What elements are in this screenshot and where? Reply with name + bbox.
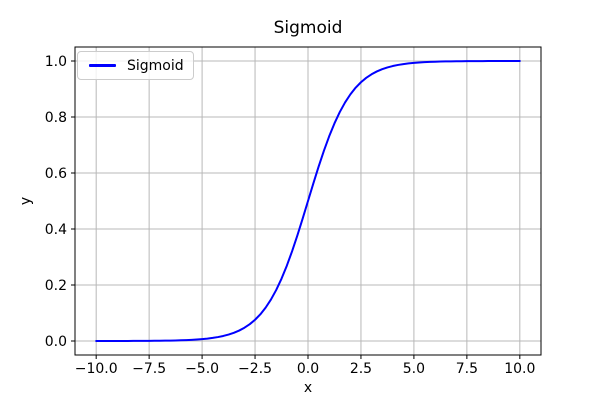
x-tick-label: −10.0	[75, 361, 118, 377]
y-tick-label: 0.4	[45, 222, 67, 238]
y-axis-label: y	[18, 196, 34, 206]
y-tick-label: 0.6	[45, 166, 67, 182]
x-tick-label: 0.0	[297, 361, 319, 377]
y-tick-label: 0.8	[45, 110, 67, 126]
x-tick-label: −5.0	[185, 361, 219, 377]
x-tick-label: 10.0	[504, 361, 535, 377]
legend-line-sample	[89, 64, 116, 67]
legend-label: Sigmoid	[127, 57, 184, 74]
x-tick-label: 7.5	[456, 361, 478, 377]
x-tick-label: 5.0	[403, 361, 425, 377]
legend: Sigmoid	[77, 51, 194, 80]
chart-title: Sigmoid	[273, 18, 343, 38]
x-tick-label: 2.5	[350, 361, 372, 377]
sigmoid-curve	[95, 60, 521, 342]
x-tick-label: −2.5	[238, 361, 272, 377]
y-tick-label: 0.2	[45, 278, 67, 294]
y-tick-label: 0.0	[45, 334, 67, 350]
x-tick-label: −7.5	[132, 361, 166, 377]
x-axis-label: x	[303, 380, 313, 396]
y-tick-label: 1.0	[45, 54, 67, 70]
